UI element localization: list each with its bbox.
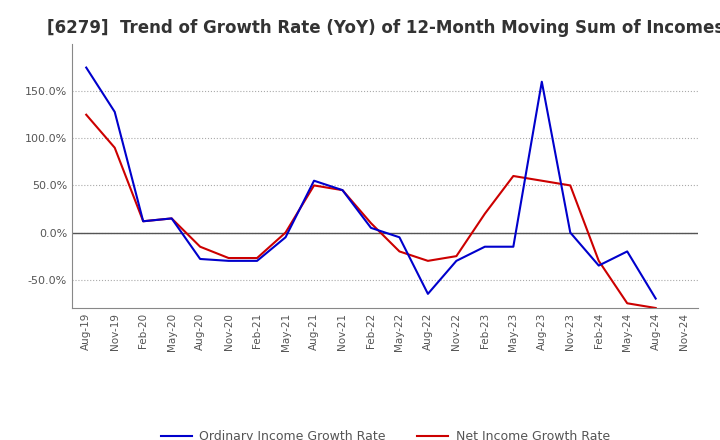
Net Income Growth Rate [338, 187, 347, 193]
Ordinary Income Growth Rate [110, 109, 119, 114]
Legend: Ordinary Income Growth Rate, Net Income Growth Rate: Ordinary Income Growth Rate, Net Income … [156, 425, 615, 440]
Ordinary Income Growth Rate [366, 225, 375, 231]
Net Income Growth Rate [282, 230, 290, 235]
Ordinary Income Growth Rate [167, 216, 176, 221]
Line: Net Income Growth Rate: Net Income Growth Rate [86, 115, 656, 308]
Ordinary Income Growth Rate [509, 244, 518, 249]
Ordinary Income Growth Rate [282, 235, 290, 240]
Net Income Growth Rate [82, 112, 91, 117]
Net Income Growth Rate [423, 258, 432, 264]
Ordinary Income Growth Rate [310, 178, 318, 183]
Ordinary Income Growth Rate [595, 263, 603, 268]
Net Income Growth Rate [253, 255, 261, 260]
Net Income Growth Rate [452, 253, 461, 259]
Net Income Growth Rate [395, 249, 404, 254]
Net Income Growth Rate [566, 183, 575, 188]
Net Income Growth Rate [480, 211, 489, 216]
Title: [6279]  Trend of Growth Rate (YoY) of 12-Month Moving Sum of Incomes: [6279] Trend of Growth Rate (YoY) of 12-… [47, 19, 720, 37]
Net Income Growth Rate [652, 305, 660, 311]
Ordinary Income Growth Rate [480, 244, 489, 249]
Net Income Growth Rate [225, 255, 233, 260]
Net Income Growth Rate [595, 258, 603, 264]
Ordinary Income Growth Rate [623, 249, 631, 254]
Net Income Growth Rate [139, 219, 148, 224]
Ordinary Income Growth Rate [452, 258, 461, 264]
Ordinary Income Growth Rate [395, 235, 404, 240]
Net Income Growth Rate [196, 244, 204, 249]
Line: Ordinary Income Growth Rate: Ordinary Income Growth Rate [86, 68, 656, 299]
Ordinary Income Growth Rate [652, 296, 660, 301]
Net Income Growth Rate [110, 145, 119, 150]
Net Income Growth Rate [366, 220, 375, 226]
Ordinary Income Growth Rate [338, 187, 347, 193]
Ordinary Income Growth Rate [139, 219, 148, 224]
Net Income Growth Rate [310, 183, 318, 188]
Ordinary Income Growth Rate [196, 257, 204, 262]
Net Income Growth Rate [167, 216, 176, 221]
Ordinary Income Growth Rate [423, 291, 432, 297]
Net Income Growth Rate [509, 173, 518, 179]
Net Income Growth Rate [623, 301, 631, 306]
Ordinary Income Growth Rate [566, 230, 575, 235]
Ordinary Income Growth Rate [225, 258, 233, 264]
Ordinary Income Growth Rate [253, 258, 261, 264]
Ordinary Income Growth Rate [537, 79, 546, 84]
Net Income Growth Rate [537, 178, 546, 183]
Ordinary Income Growth Rate [82, 65, 91, 70]
